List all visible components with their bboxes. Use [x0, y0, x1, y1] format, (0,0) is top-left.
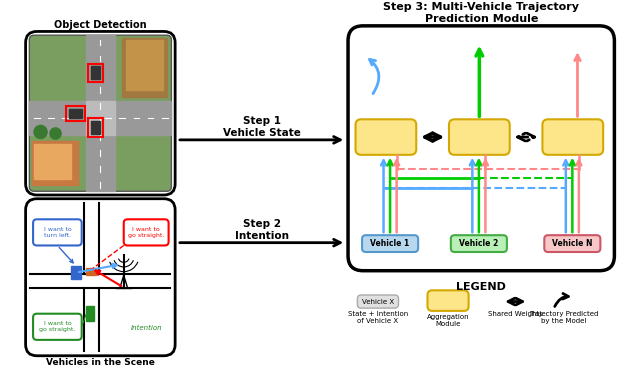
Text: Step 1
Vehicle State: Step 1 Vehicle State [223, 116, 301, 138]
Bar [67, 106, 85, 121]
Bar [86, 306, 94, 321]
FancyBboxPatch shape [355, 119, 416, 155]
Text: Vehicles in the Scene: Vehicles in the Scene [46, 358, 155, 367]
Bar [88, 118, 103, 137]
Bar [126, 40, 163, 90]
Text: I want to
go straight.: I want to go straight. [128, 227, 164, 238]
Bar [32, 141, 77, 185]
Text: Step 2
Intention: Step 2 Intention [235, 219, 289, 241]
Text: Step 3: Multi-Vehicle Trajectory
Prediction Module: Step 3: Multi-Vehicle Trajectory Predict… [383, 2, 579, 24]
Text: LEGEND: LEGEND [456, 282, 506, 292]
FancyBboxPatch shape [33, 219, 82, 245]
Text: Vehicle 1: Vehicle 1 [371, 239, 410, 248]
FancyBboxPatch shape [544, 235, 600, 252]
FancyBboxPatch shape [428, 290, 468, 311]
FancyBboxPatch shape [33, 314, 82, 340]
Bar [86, 35, 115, 191]
Text: Aggregation
Module: Aggregation Module [427, 314, 469, 327]
Text: Vehicle 2: Vehicle 2 [460, 239, 499, 248]
Text: I want to
go straight.: I want to go straight. [39, 321, 76, 332]
FancyBboxPatch shape [449, 119, 509, 155]
FancyBboxPatch shape [451, 235, 507, 252]
Bar [69, 108, 82, 118]
FancyBboxPatch shape [362, 235, 418, 252]
Text: Trajectory Predicted
by the Model: Trajectory Predicted by the Model [529, 311, 598, 324]
FancyBboxPatch shape [29, 35, 172, 191]
FancyBboxPatch shape [543, 119, 603, 155]
Bar [122, 38, 167, 97]
Bar [72, 266, 81, 279]
FancyBboxPatch shape [124, 219, 168, 245]
Text: Shared Weights: Shared Weights [488, 311, 543, 317]
FancyBboxPatch shape [357, 295, 399, 308]
Text: Vehicle N: Vehicle N [552, 239, 593, 248]
Bar [86, 101, 115, 135]
Bar [88, 63, 103, 82]
Circle shape [50, 128, 61, 139]
Text: Intention: Intention [131, 325, 163, 331]
Text: Vehicle X: Vehicle X [362, 299, 394, 304]
Bar [86, 268, 96, 275]
Bar [91, 121, 100, 134]
Circle shape [34, 125, 47, 138]
Text: State + Intention
of Vehicle X: State + Intention of Vehicle X [348, 311, 408, 324]
Bar [34, 144, 71, 179]
Text: I want to
turn left.: I want to turn left. [44, 227, 71, 238]
Bar [29, 101, 172, 135]
FancyBboxPatch shape [348, 26, 614, 271]
FancyBboxPatch shape [26, 31, 175, 195]
FancyBboxPatch shape [26, 199, 175, 356]
Text: Object Detection: Object Detection [54, 20, 147, 30]
Bar [91, 66, 100, 79]
